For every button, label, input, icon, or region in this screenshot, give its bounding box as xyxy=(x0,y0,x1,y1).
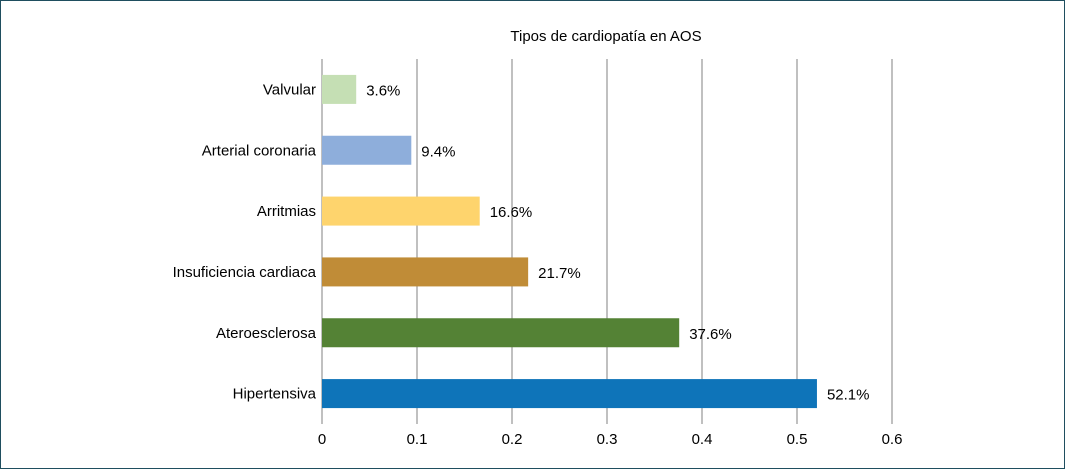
category-labels: Valvular Arterial coronaria Arritmias Insuf… xyxy=(173,81,317,402)
bar xyxy=(322,257,529,287)
x-tick-label: 0 xyxy=(318,431,326,448)
x-tick-label: 0.4 xyxy=(692,431,713,448)
category-label: Insuficiencia cardiaca xyxy=(173,264,317,281)
data-labels: 3.6% 9.4% 16.6% 21.7% 37.6% 52.1% xyxy=(366,82,869,403)
category-label: Valvular xyxy=(263,81,316,98)
bar xyxy=(322,318,680,348)
bar xyxy=(322,379,817,409)
bar xyxy=(322,135,412,165)
category-label: Arterial coronaria xyxy=(202,142,317,159)
grid xyxy=(321,59,893,424)
x-tick-label: 0.3 xyxy=(597,431,618,448)
x-axis-ticks: 0 0.1 0.2 0.3 0.4 0.5 0.6 xyxy=(318,431,903,448)
x-tick-label: 0.6 xyxy=(882,431,903,448)
category-label: Hipertensiva xyxy=(233,386,317,403)
category-label: Arritmias xyxy=(257,203,316,220)
x-tick-label: 0.2 xyxy=(502,431,523,448)
data-label: 3.6% xyxy=(366,82,400,99)
bar xyxy=(322,196,480,226)
bar xyxy=(322,74,357,104)
data-label: 9.4% xyxy=(421,143,455,160)
data-label: 21.7% xyxy=(538,265,581,282)
x-tick-label: 0.5 xyxy=(787,431,808,448)
data-label: 52.1% xyxy=(827,387,870,404)
bars xyxy=(322,74,817,409)
data-label: 16.6% xyxy=(490,204,533,221)
category-label: Ateroesclerosa xyxy=(216,325,317,342)
data-label: 37.6% xyxy=(689,326,732,343)
chart-title: Tipos de cardiopatía en AOS xyxy=(510,28,701,45)
x-tick-label: 0.1 xyxy=(407,431,428,448)
